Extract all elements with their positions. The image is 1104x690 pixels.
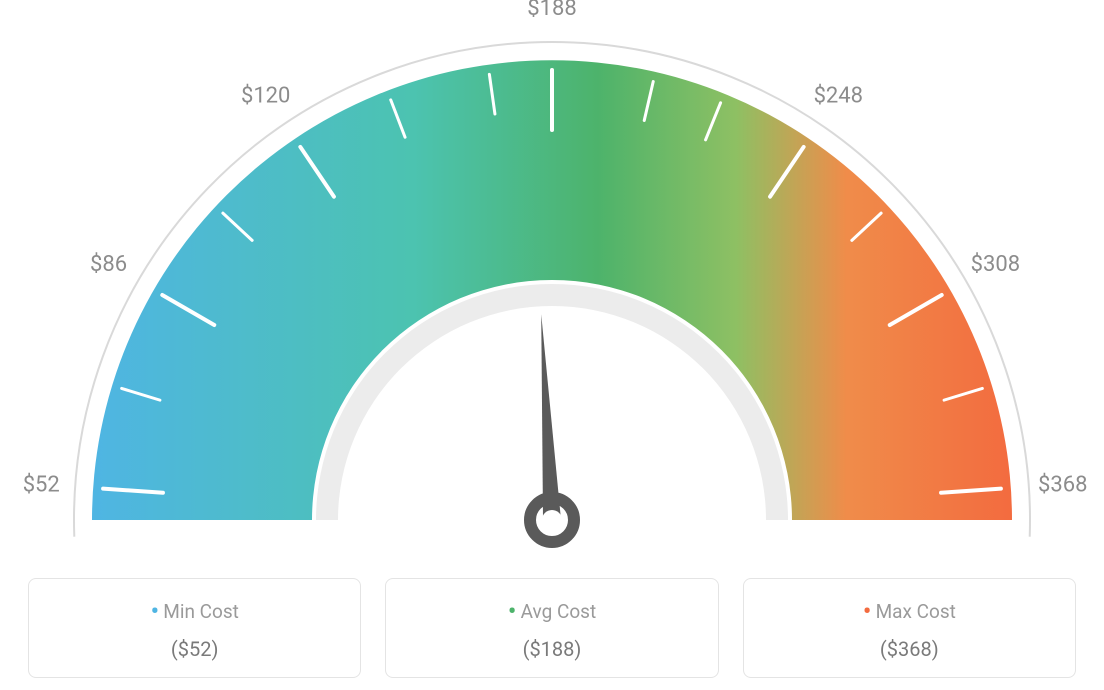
legend-max-value: ($368): [754, 637, 1065, 661]
legend-avg-label: •Avg Cost: [396, 597, 707, 627]
svg-text:$308: $308: [971, 252, 1020, 277]
legend-avg-value: ($188): [396, 637, 707, 661]
legend-min: •Min Cost ($52): [28, 578, 361, 678]
svg-text:$52: $52: [23, 472, 60, 497]
legend-max-label: •Max Cost: [754, 597, 1065, 627]
legend-min-value: ($52): [39, 637, 350, 661]
legend-max: •Max Cost ($368): [743, 578, 1076, 678]
legend-min-label: •Min Cost: [39, 597, 350, 627]
legend-row: •Min Cost ($52) •Avg Cost ($188) •Max Co…: [0, 578, 1104, 678]
cost-gauge: $52 $86 $120 $188 $248 $308 $368: [0, 0, 1104, 560]
svg-text:$86: $86: [90, 252, 127, 277]
svg-text:$188: $188: [527, 0, 576, 21]
svg-text:$368: $368: [1038, 472, 1087, 497]
legend-avg: •Avg Cost ($188): [385, 578, 718, 678]
svg-text:$120: $120: [241, 84, 290, 109]
gauge-svg: $52 $86 $120 $188 $248 $308 $368: [0, 0, 1104, 560]
svg-text:$248: $248: [814, 84, 863, 109]
